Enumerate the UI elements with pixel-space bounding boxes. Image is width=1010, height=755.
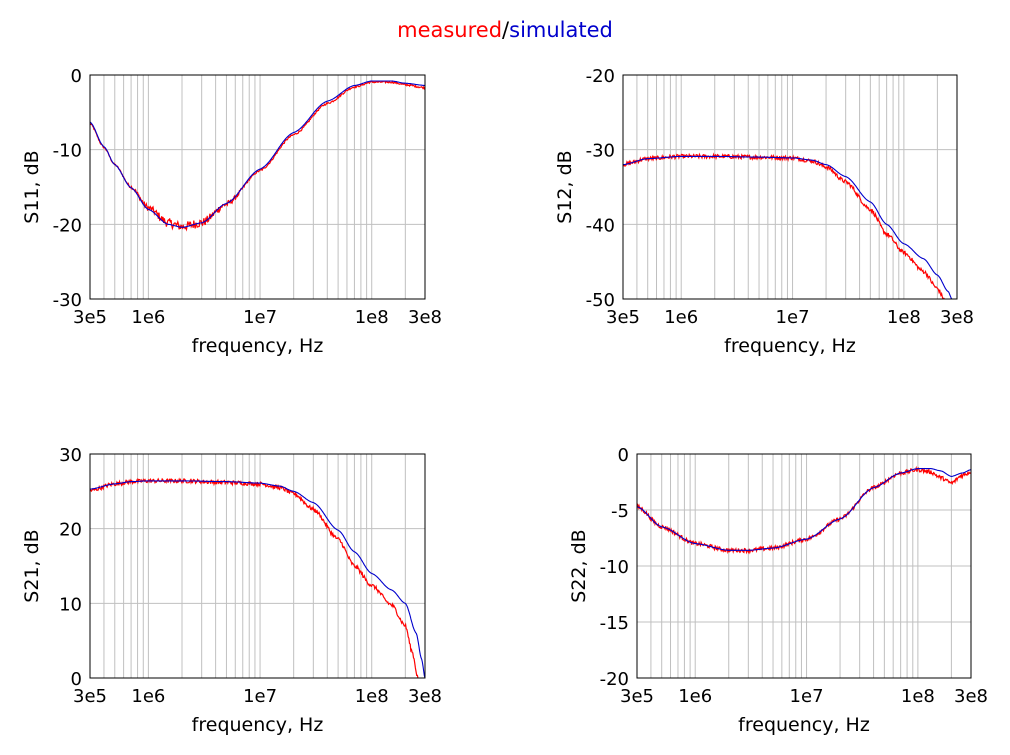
- y-tick-label: 0: [71, 669, 82, 690]
- x-tick-label: 3e8: [408, 686, 442, 707]
- x-tick-label: 1e8: [355, 307, 389, 328]
- y-tick-label: 0: [71, 66, 82, 87]
- plot-frame: [89, 74, 426, 300]
- x-tick-label: 1e7: [790, 686, 824, 707]
- plot-frame: [89, 453, 426, 679]
- x-tick-label: 1e8: [355, 686, 389, 707]
- x-tick-label: 1e6: [131, 686, 165, 707]
- x-tick-label: 1e8: [901, 686, 935, 707]
- y-tick-label: 20: [59, 520, 82, 541]
- x-tick-label: 3e8: [940, 307, 974, 328]
- series-line-measured: [90, 477, 419, 678]
- series-line-simulated: [90, 480, 425, 678]
- series-line-measured: [623, 152, 945, 299]
- title-simulated: simulated: [509, 18, 613, 42]
- x-tick-label: 3e8: [954, 686, 988, 707]
- x-axis-label: frequency, Hz: [192, 714, 324, 736]
- y-tick-label: 10: [59, 594, 82, 615]
- y-tick-label: -20: [586, 66, 615, 87]
- y-tick-label: -30: [586, 141, 615, 162]
- x-tick-label: 3e5: [620, 686, 654, 707]
- y-tick-label: 0: [618, 445, 629, 466]
- x-tick-label: 1e7: [243, 686, 277, 707]
- y-tick-label: -20: [600, 669, 629, 690]
- y-tick-label: -20: [53, 215, 82, 236]
- x-tick-label: 3e8: [408, 307, 442, 328]
- x-tick-label: 1e8: [887, 307, 921, 328]
- x-axis-label: frequency, Hz: [192, 335, 324, 357]
- x-tick-label: 1e6: [131, 307, 165, 328]
- x-tick-label: 1e7: [776, 307, 810, 328]
- x-tick-label: 3e5: [73, 307, 107, 328]
- x-tick-label: 1e6: [678, 686, 712, 707]
- plot-frame: [622, 74, 958, 300]
- y-axis-label: S11, dB: [21, 150, 43, 223]
- x-tick-label: 3e5: [606, 307, 640, 328]
- title-measured: measured: [397, 18, 503, 42]
- y-tick-label: -5: [611, 501, 629, 522]
- x-axis-label: frequency, Hz: [738, 714, 870, 736]
- y-tick-label: 30: [59, 445, 82, 466]
- series-line-simulated: [623, 155, 953, 299]
- title-separator: /: [502, 18, 510, 42]
- y-tick-label: -10: [600, 557, 629, 578]
- y-tick-label: -30: [53, 290, 82, 311]
- y-tick-label: -10: [53, 141, 82, 162]
- series-line-simulated: [90, 80, 425, 228]
- figure-title: measured/simulated: [0, 18, 1010, 42]
- chart-s22: 3e5 1e6 1e7 1e8 3e8 0 -5 -10 -15 -20 frequency, Hz…: [568, 445, 988, 736]
- plot-frame: [636, 453, 972, 679]
- y-axis-label: S21, dB: [21, 529, 43, 602]
- x-tick-label: 3e5: [73, 686, 107, 707]
- y-axis-label: S12, dB: [554, 150, 576, 223]
- x-tick-label: 1e6: [664, 307, 698, 328]
- chart-s11: 3e5 1e6 1e7 1e8 3e8 0 -10 -20 -30 frequency, Hz S1…: [21, 66, 442, 357]
- x-axis-label: frequency, Hz: [724, 335, 856, 357]
- x-tick-label: 1e7: [243, 307, 277, 328]
- series-line-measured: [90, 80, 425, 232]
- y-tick-label: -40: [586, 215, 615, 236]
- series-line-measured: [637, 465, 971, 555]
- y-axis-label: S22, dB: [568, 529, 590, 602]
- chart-s21: 3e5 1e6 1e7 1e8 3e8 30 20 10 0 frequency, Hz S21, …: [21, 445, 442, 736]
- chart-s12: 3e5 1e6 1e7 1e8 3e8 -20 -30 -40 -50 frequency, Hz…: [554, 66, 974, 357]
- y-tick-label: -15: [600, 613, 629, 634]
- y-tick-label: -50: [586, 290, 615, 311]
- series-line-simulated: [637, 468, 971, 551]
